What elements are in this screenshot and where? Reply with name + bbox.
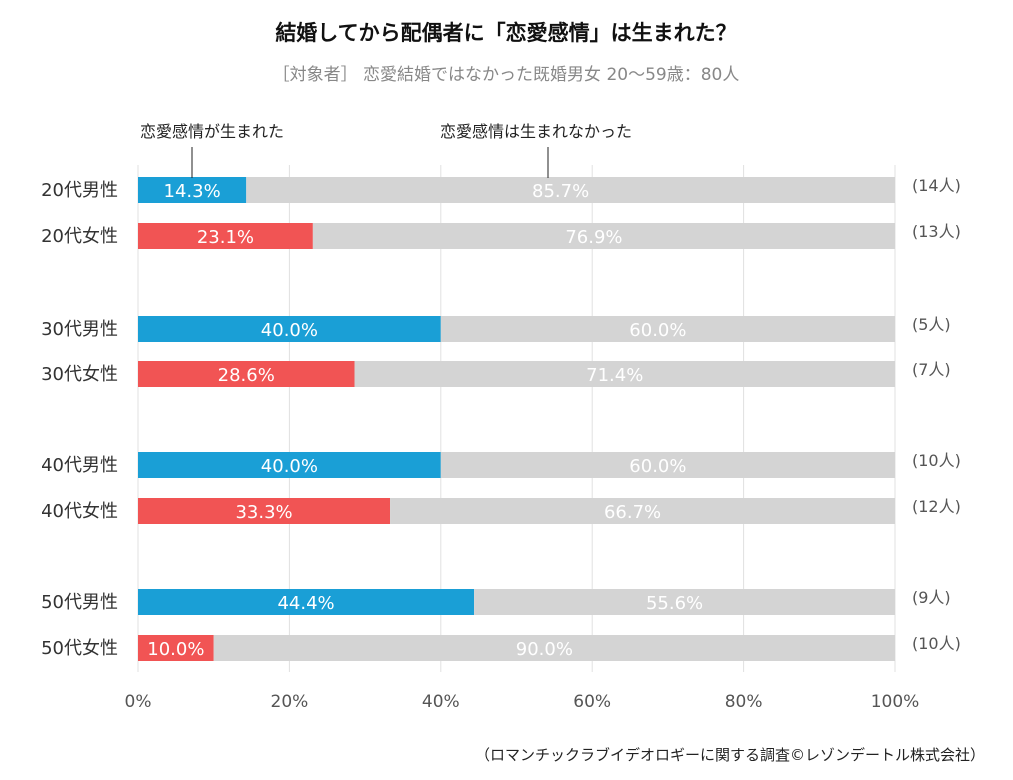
category-label: 40代女性	[41, 501, 118, 522]
bar-yes	[138, 635, 214, 661]
count-label: (10人)	[912, 634, 961, 653]
value-label-no: 71.4%	[586, 365, 643, 386]
x-tick-label: 100%	[871, 692, 920, 712]
value-label-no: 90.0%	[516, 639, 573, 660]
bar-yes	[138, 589, 475, 615]
bar-no	[312, 223, 895, 249]
bar-yes	[138, 452, 441, 478]
category-label: 50代男性	[41, 592, 118, 613]
bar-yes	[138, 316, 441, 342]
value-label-no: 60.0%	[629, 320, 686, 341]
value-label-no: 60.0%	[629, 456, 686, 477]
category-label: 40代男性	[41, 455, 118, 476]
source-note: （ロマンチックラブイデオロギーに関する調査©レゾンデートル株式会社）	[475, 746, 985, 764]
category-label: 50代女性	[41, 638, 118, 659]
count-label: (12人)	[912, 497, 961, 516]
value-label-no: 66.7%	[604, 502, 661, 523]
value-label-no: 55.6%	[646, 593, 703, 614]
legend-label-no: 恋愛感情は生まれなかった	[440, 122, 632, 141]
category-label: 30代女性	[41, 364, 118, 385]
category-label: 30代男性	[41, 319, 118, 340]
chart-subtitle: ［対象者］ 恋愛結婚ではなかった既婚男女 20〜59歳：80人	[273, 64, 740, 85]
bar-no	[354, 361, 895, 387]
bar-no	[390, 498, 895, 524]
bar-no	[474, 589, 895, 615]
category-label: 20代男性	[41, 180, 118, 201]
bar-no	[440, 452, 895, 478]
value-label-yes: 40.0%	[261, 456, 318, 477]
bar-no	[246, 177, 896, 203]
bar-yes	[138, 177, 247, 203]
bar-yes	[138, 223, 313, 249]
x-tick-label: 80%	[725, 692, 763, 712]
legend-label-yes: 恋愛感情が生まれた	[140, 122, 284, 141]
value-label-yes: 10.0%	[147, 639, 204, 660]
count-label: (9人)	[912, 588, 951, 607]
chart-title: 結婚してから配偶者に「恋愛感情」は生まれた？	[275, 21, 736, 45]
count-label: (10人)	[912, 451, 961, 470]
value-label-no: 76.9%	[565, 227, 622, 248]
bar-yes	[138, 498, 391, 524]
value-label-no: 85.7%	[532, 181, 589, 202]
count-label: (13人)	[912, 222, 961, 241]
count-label: (14人)	[912, 176, 961, 195]
bar-yes	[138, 361, 355, 387]
value-label-yes: 14.3%	[164, 181, 221, 202]
x-tick-label: 40%	[422, 692, 460, 712]
value-label-yes: 33.3%	[235, 502, 292, 523]
count-label: (7人)	[912, 360, 951, 379]
x-tick-label: 60%	[573, 692, 611, 712]
x-tick-label: 20%	[271, 692, 309, 712]
value-label-yes: 44.4%	[277, 593, 334, 614]
category-label: 20代女性	[41, 226, 118, 247]
bar-no	[440, 316, 895, 342]
x-tick-label: 0%	[125, 692, 152, 712]
count-label: (5人)	[912, 315, 951, 334]
bar-no	[213, 635, 895, 661]
value-label-yes: 28.6%	[218, 365, 275, 386]
value-label-yes: 23.1%	[197, 227, 254, 248]
value-label-yes: 40.0%	[261, 320, 318, 341]
